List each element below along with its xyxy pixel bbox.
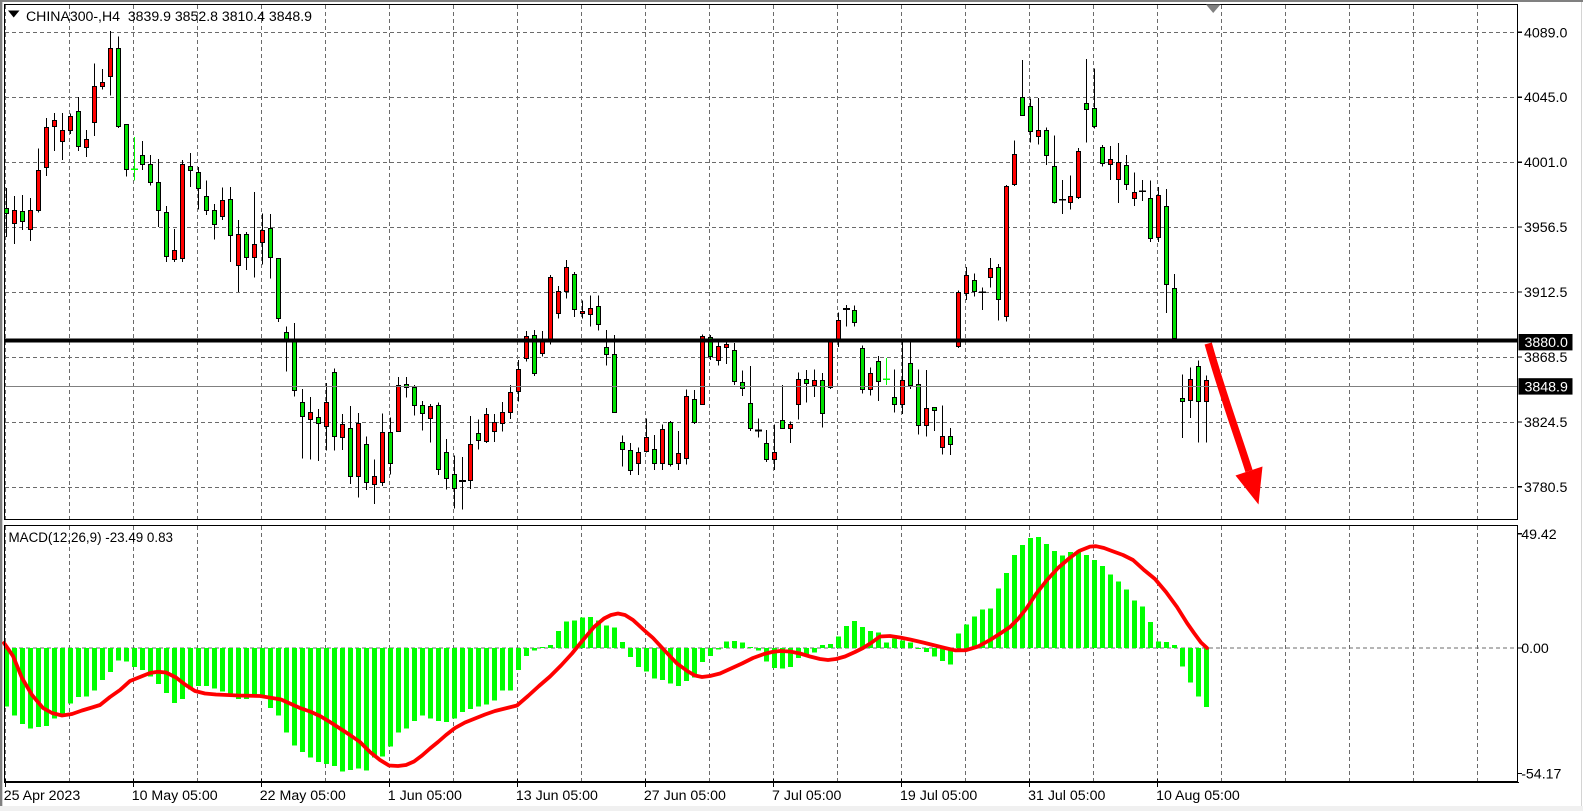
svg-text:22 May 05:00: 22 May 05:00 xyxy=(260,788,346,804)
svg-text:0.00: 0.00 xyxy=(1521,641,1549,657)
svg-text:3912.5: 3912.5 xyxy=(1524,285,1568,301)
svg-text:3880.0: 3880.0 xyxy=(1525,335,1569,351)
svg-text:3780.5: 3780.5 xyxy=(1524,480,1568,496)
svg-text:3868.5: 3868.5 xyxy=(1524,350,1568,366)
svg-text:49.42: 49.42 xyxy=(1521,527,1557,543)
svg-text:4089.0: 4089.0 xyxy=(1524,25,1568,41)
svg-text:MACD(12,26,9) -23.49 0.83: MACD(12,26,9) -23.49 0.83 xyxy=(9,530,174,545)
svg-text:3848.9: 3848.9 xyxy=(1525,379,1569,395)
svg-text:-54.17: -54.17 xyxy=(1521,766,1561,782)
svg-text:25 Apr 2023: 25 Apr 2023 xyxy=(4,788,81,804)
svg-text:10 Aug 05:00: 10 Aug 05:00 xyxy=(1156,788,1240,804)
svg-text:4045.0: 4045.0 xyxy=(1524,90,1568,106)
svg-text:4001.0: 4001.0 xyxy=(1524,155,1568,171)
svg-text:31 Jul 05:00: 31 Jul 05:00 xyxy=(1028,788,1105,804)
svg-text:13 Jun 05:00: 13 Jun 05:00 xyxy=(516,788,598,804)
svg-text:27 Jun 05:00: 27 Jun 05:00 xyxy=(644,788,726,804)
svg-text:10 May 05:00: 10 May 05:00 xyxy=(132,788,218,804)
svg-text:3824.5: 3824.5 xyxy=(1524,415,1568,431)
svg-text:CHINA300-,H4 3839.9 3852.8 38: CHINA300-,H4 3839.9 3852.8 3810.4 3848.9 xyxy=(26,8,312,24)
svg-text:7 Jul 05:00: 7 Jul 05:00 xyxy=(772,788,842,804)
svg-text:1 Jun 05:00: 1 Jun 05:00 xyxy=(388,788,462,804)
svg-text:19 Jul 05:00: 19 Jul 05:00 xyxy=(900,788,977,804)
svg-text:3956.5: 3956.5 xyxy=(1524,220,1568,236)
